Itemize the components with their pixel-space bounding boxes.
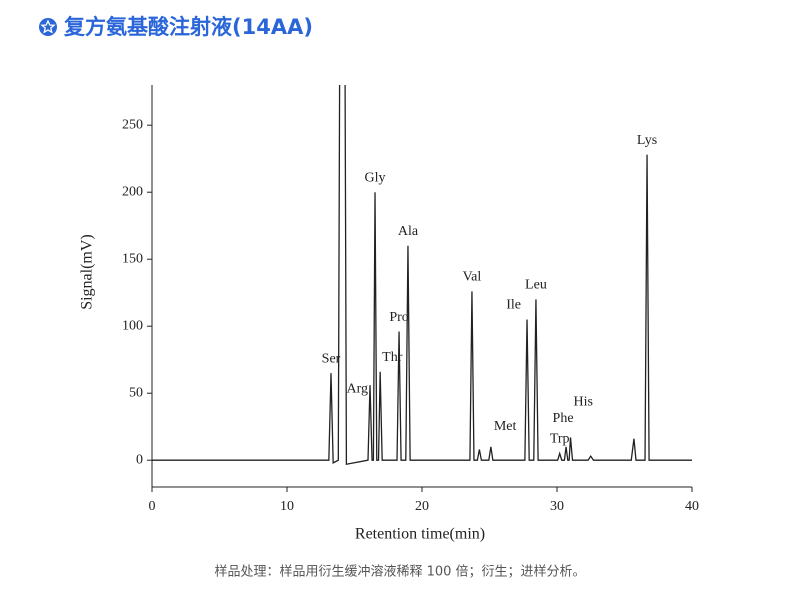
y-tick-label: 200	[122, 184, 143, 199]
y-tick-label: 0	[136, 452, 143, 467]
peak-label: Arg	[346, 381, 368, 396]
x-tick-label: 0	[149, 499, 156, 514]
peak-label: Met	[494, 419, 517, 434]
peak-label: Pro	[389, 310, 408, 325]
peak-label: Ala	[398, 224, 419, 239]
peak-label: Ile	[506, 298, 521, 313]
peak-label: His	[574, 395, 593, 410]
peak-label: Val	[463, 270, 482, 285]
peak-label: Gly	[365, 170, 386, 185]
y-axis-label: Signal(mV)	[79, 234, 96, 310]
y-tick-label: 50	[129, 385, 143, 400]
title-icon	[39, 18, 57, 36]
x-tick-label: 10	[280, 499, 294, 514]
x-tick-label: 30	[550, 499, 564, 514]
x-tick-label: 20	[415, 499, 429, 514]
peak-label: Trp	[550, 432, 570, 447]
page-title: 复方氨基酸注射液(14AA)	[63, 15, 313, 39]
peak-label: Ser	[322, 351, 341, 366]
title-icon-star	[40, 19, 56, 34]
y-tick-label: 250	[122, 117, 143, 132]
peak-label: Lys	[637, 133, 657, 148]
x-tick-label: 40	[685, 499, 699, 514]
y-tick-label: 100	[122, 318, 143, 333]
peak-label: Phe	[553, 411, 574, 426]
y-tick-label: 150	[122, 251, 143, 266]
peak-label: Thr	[382, 350, 403, 365]
peak-label: Leu	[525, 278, 547, 293]
caption: 样品处理：样品用衍生缓冲溶液稀释 100 倍；衍生；进样分析。	[214, 565, 585, 580]
x-axis-label: Retention time(min)	[355, 526, 485, 543]
signal-trace	[152, 85, 692, 466]
